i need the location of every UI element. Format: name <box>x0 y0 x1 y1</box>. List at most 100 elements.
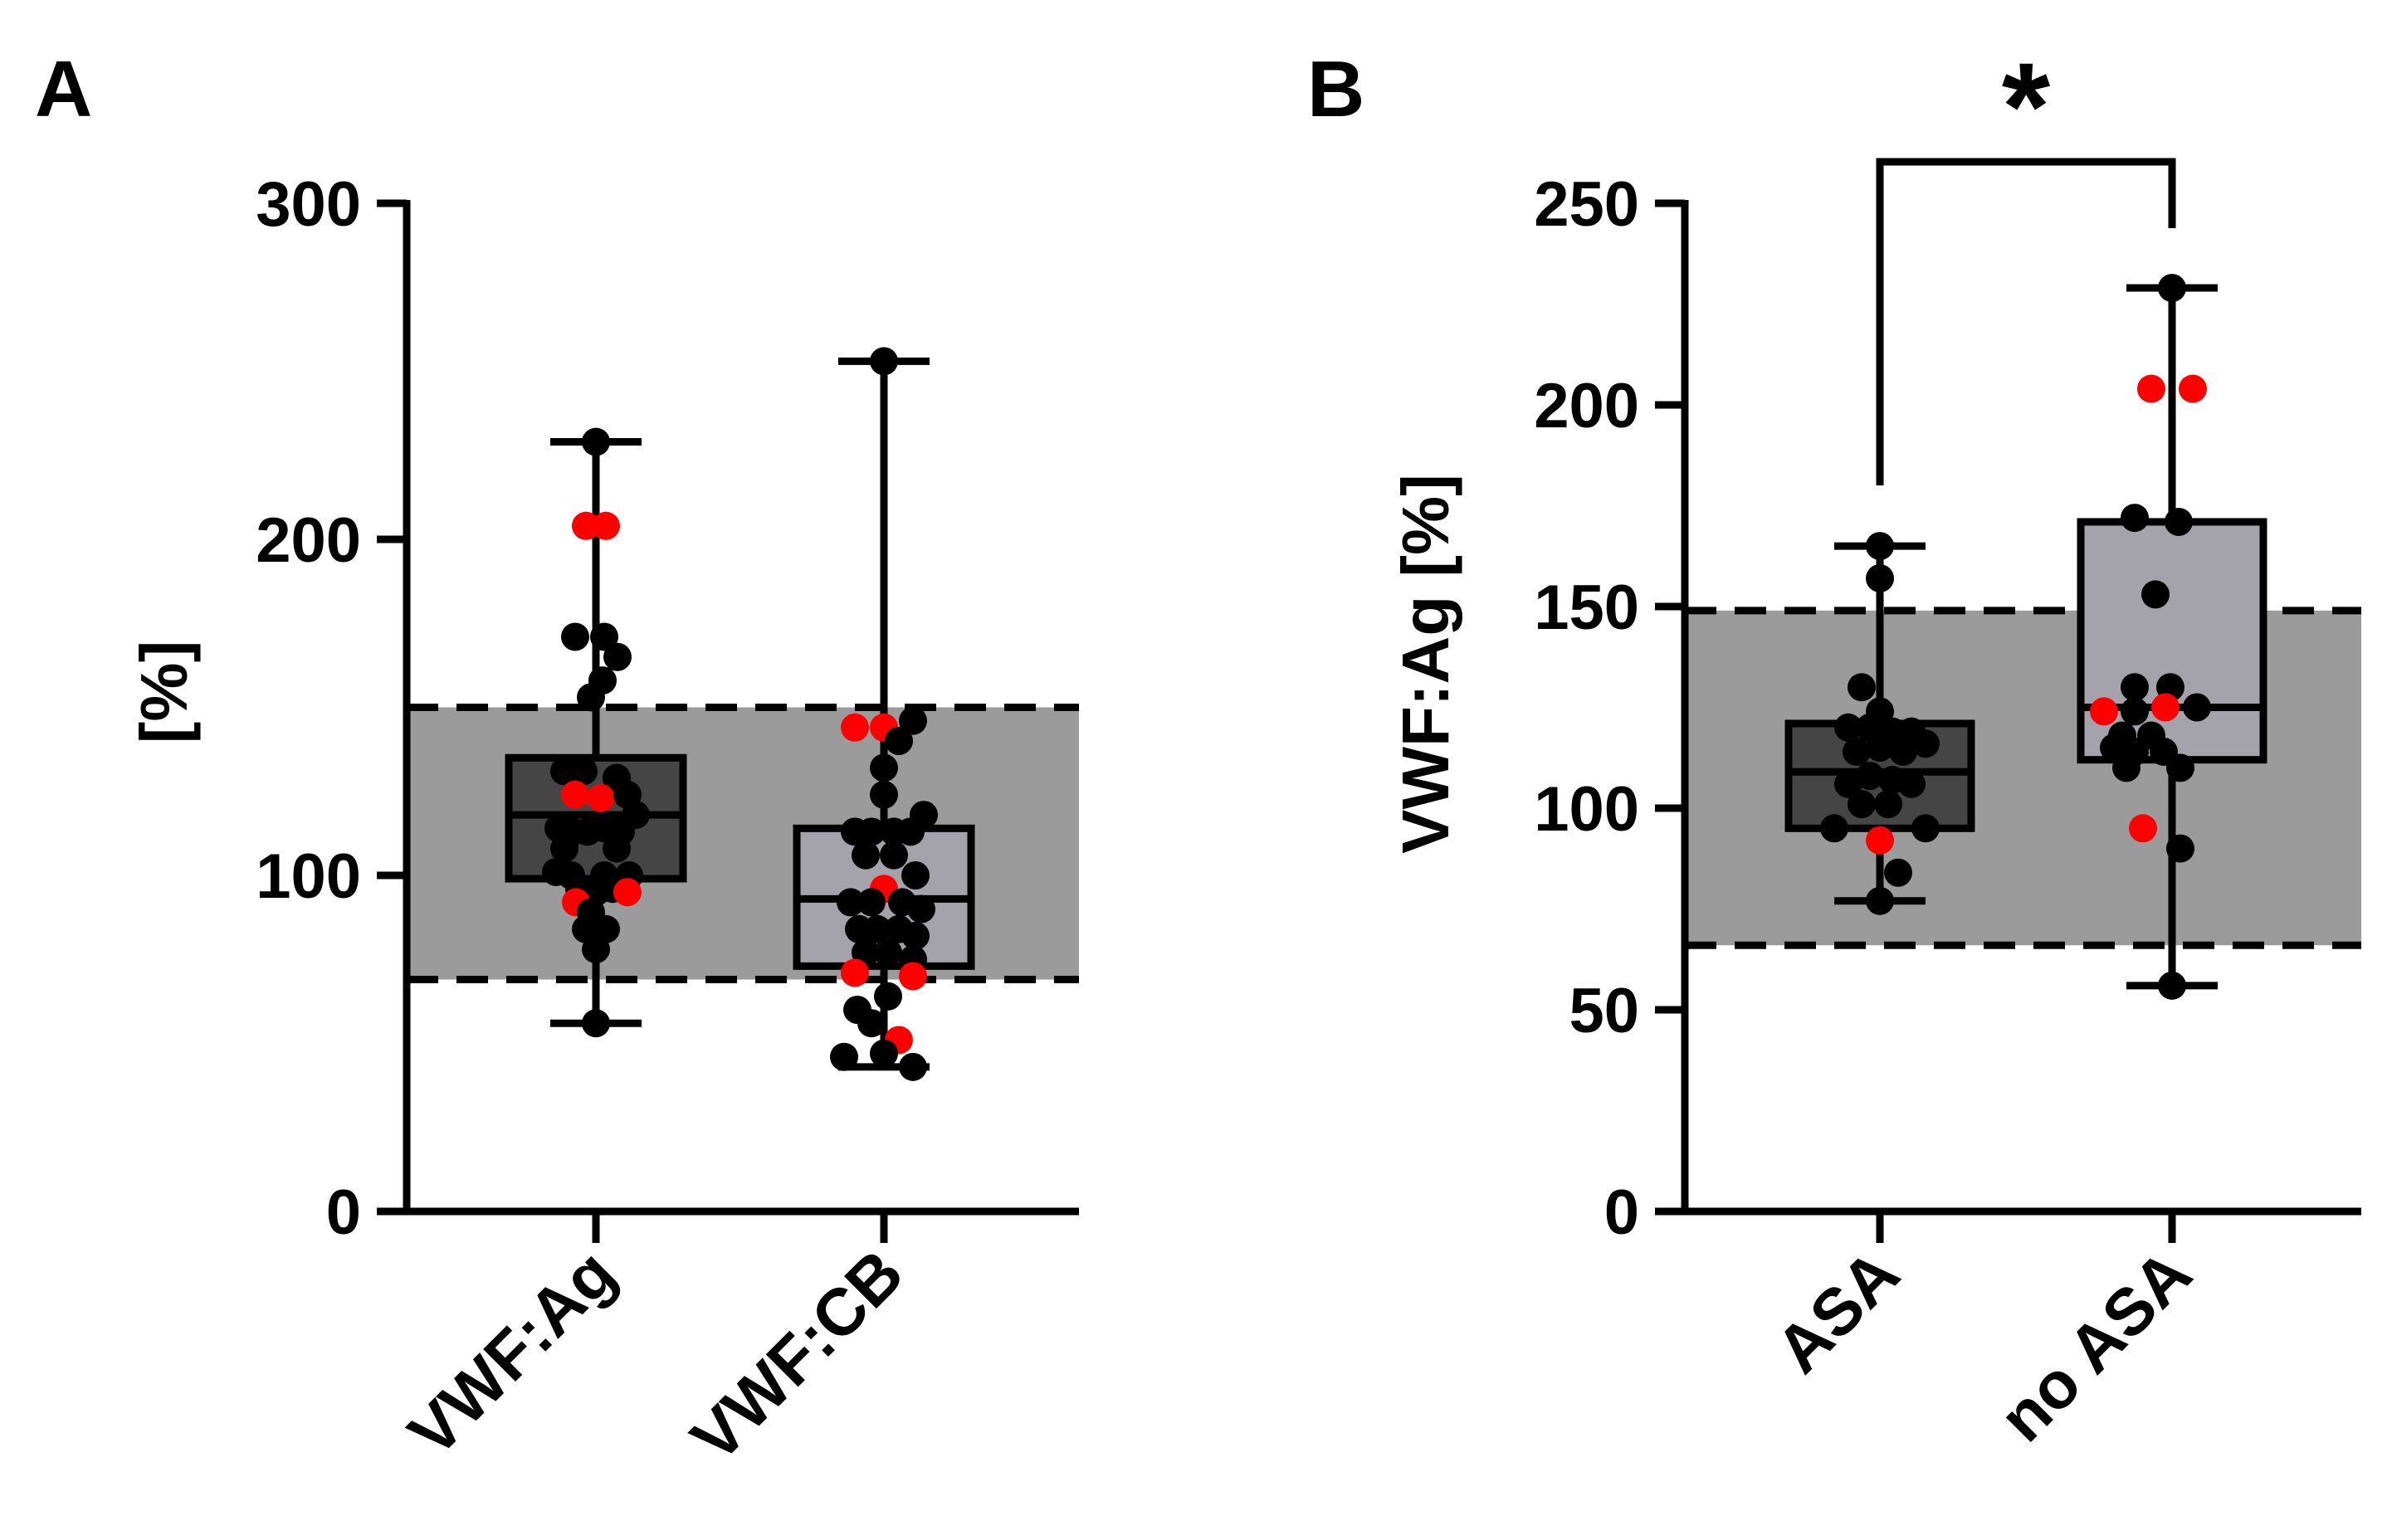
data-point <box>1834 713 1862 742</box>
data-point <box>1874 790 1902 819</box>
data-point <box>1820 814 1848 843</box>
panel-a-axes: 0 100 200 300 <box>256 169 1079 1248</box>
data-point-red <box>2137 374 2165 403</box>
data-point <box>569 757 598 786</box>
data-point <box>874 982 902 1011</box>
data-point <box>2158 971 2186 1000</box>
data-point <box>870 753 898 782</box>
data-point <box>1848 790 1876 819</box>
data-point <box>857 817 886 846</box>
data-point <box>899 706 927 735</box>
data-point <box>1848 673 1876 702</box>
data-point <box>2112 753 2140 782</box>
data-point <box>561 622 589 651</box>
panel-b-y-axis-title: VWF:Ag [%] <box>1389 474 1462 854</box>
data-point <box>907 894 935 924</box>
data-point-red <box>1866 826 1894 855</box>
data-point <box>2166 834 2194 863</box>
data-point <box>1911 814 1940 843</box>
data-point <box>901 861 930 889</box>
panel-b-axes: 0 50 100 150 200 250 <box>1534 169 2361 1248</box>
data-point-red <box>841 958 869 987</box>
y-tick-label: 0 <box>1604 1177 1639 1248</box>
data-point-red <box>899 962 927 991</box>
data-point <box>1884 858 1912 887</box>
panel-a: A 0 100 200 300 VWF:Ag VWF:CB [%] <box>35 45 1079 1475</box>
data-point <box>899 1052 927 1081</box>
data-point <box>582 935 610 964</box>
panel-a-y-axis-title: [%] <box>127 641 201 743</box>
data-point <box>2165 507 2193 536</box>
data-point-red <box>2129 814 2157 843</box>
data-point <box>1866 886 1894 915</box>
data-point <box>1889 737 1917 766</box>
data-point <box>880 841 908 870</box>
data-point-red <box>561 780 589 809</box>
data-point <box>1911 729 1940 758</box>
y-tick-label: 100 <box>256 841 361 912</box>
data-point <box>550 834 578 863</box>
x-category-label: ASA <box>1762 1235 1913 1386</box>
x-category-label: VWF:Ag <box>394 1235 629 1470</box>
panel-b: B 0 50 100 150 200 250 ASA no ASA * VWF:Ag [%] <box>1307 37 2361 1455</box>
data-point <box>901 921 930 950</box>
data-point <box>1866 733 1894 763</box>
panel-b-label: B <box>1307 45 1364 134</box>
panel-a-points <box>542 347 938 1081</box>
data-point <box>590 622 618 651</box>
data-point <box>582 427 610 456</box>
data-point <box>863 914 891 943</box>
data-point <box>2141 580 2170 609</box>
data-point <box>582 1009 610 1038</box>
data-point <box>896 817 925 846</box>
data-point <box>603 642 632 671</box>
y-tick-label: 200 <box>1534 371 1639 441</box>
data-point-red <box>2151 693 2180 722</box>
data-point <box>2166 753 2194 782</box>
data-point <box>2183 693 2211 722</box>
data-point-red <box>2179 374 2207 403</box>
data-point-red <box>613 878 642 907</box>
data-point <box>2121 673 2149 702</box>
data-point <box>852 841 880 870</box>
panel-b-points <box>1820 274 2211 1000</box>
panel-b-significance: * <box>1876 37 2176 485</box>
data-point <box>1834 769 1862 798</box>
data-point-red <box>2090 697 2118 726</box>
panel-a-label: A <box>35 45 92 134</box>
significance-bracket <box>1876 158 2176 485</box>
data-point-red <box>592 511 620 540</box>
data-point <box>1843 737 1871 766</box>
data-point <box>1856 762 1884 791</box>
data-point <box>870 1039 898 1068</box>
y-tick-label: 50 <box>1569 976 1639 1046</box>
data-point <box>1866 532 1894 561</box>
data-point <box>2121 504 2149 533</box>
data-point <box>622 801 650 830</box>
data-point <box>885 727 913 755</box>
data-point <box>857 888 886 917</box>
data-point-red <box>841 713 869 742</box>
data-point <box>857 1009 886 1038</box>
y-tick-label: 150 <box>1534 573 1639 643</box>
y-tick-label: 0 <box>326 1177 361 1248</box>
data-point <box>870 347 898 376</box>
y-tick-label: 300 <box>256 169 361 240</box>
data-point <box>830 1042 858 1071</box>
y-tick-label: 100 <box>1534 774 1639 845</box>
y-tick-label: 200 <box>256 505 361 576</box>
data-point <box>2121 697 2149 726</box>
panel-a-category-labels: VWF:Ag VWF:CB <box>394 1235 917 1475</box>
data-point-red <box>587 783 615 812</box>
x-category-label: no ASA <box>1985 1235 2205 1455</box>
significance-marker: * <box>2002 37 2051 176</box>
data-point-red <box>572 511 600 540</box>
y-tick-label: 250 <box>1534 169 1639 240</box>
panel-b-category-labels: ASA no ASA <box>1762 1235 2205 1455</box>
x-category-label: VWF:CB <box>677 1235 917 1475</box>
data-point <box>837 888 865 917</box>
data-point <box>874 938 902 967</box>
data-point <box>603 834 631 863</box>
data-point <box>1866 563 1894 592</box>
